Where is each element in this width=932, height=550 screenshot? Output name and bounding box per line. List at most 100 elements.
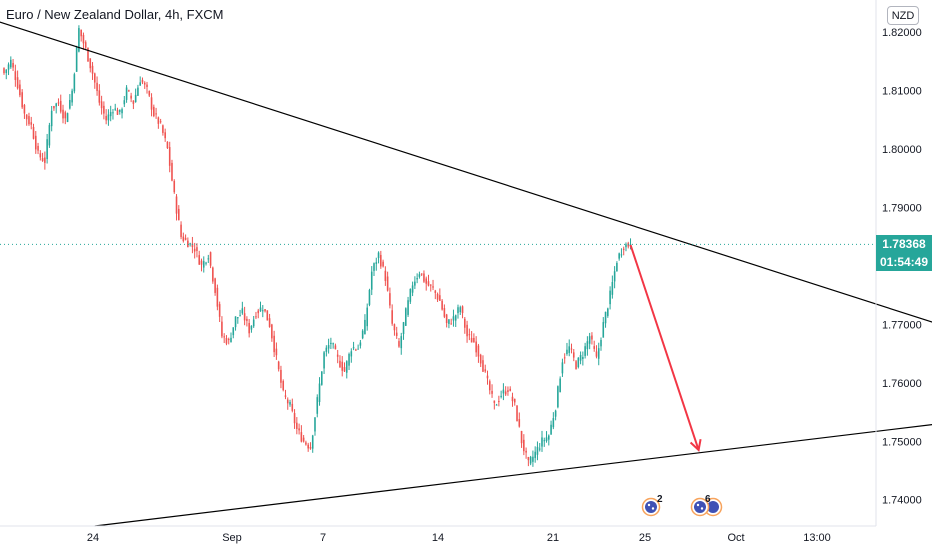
- time-tick-label: 7: [320, 532, 326, 544]
- candle-body: [486, 375, 489, 379]
- candle-body: [616, 262, 618, 272]
- candle-body: [513, 398, 516, 403]
- candle-body: [3, 68, 5, 74]
- candle-body: [16, 77, 19, 89]
- candle-body: [561, 362, 564, 374]
- candle-body: [116, 109, 119, 115]
- candle-body: [366, 307, 368, 327]
- candle-body: [137, 87, 139, 96]
- candle-body: [548, 435, 550, 440]
- candle-body: [298, 428, 300, 431]
- economic-event-icon[interactable]: 6: [690, 494, 723, 517]
- candle-body: [386, 276, 389, 291]
- candle-body: [114, 108, 117, 110]
- candle-body: [457, 307, 459, 314]
- candle-body: [407, 300, 409, 315]
- candle-body: [477, 345, 480, 357]
- candle-body: [473, 337, 475, 343]
- candle-body: [613, 271, 616, 282]
- price-tick-label: 1.74000: [882, 495, 922, 507]
- candle-body: [327, 345, 330, 349]
- candle-body: [523, 439, 525, 452]
- candle-body: [316, 397, 319, 414]
- candle-body: [550, 424, 552, 435]
- candle-body: [34, 135, 37, 150]
- candle-body: [525, 450, 527, 453]
- candle-body: [69, 99, 71, 109]
- candle-body: [305, 442, 307, 445]
- candle-body: [75, 46, 78, 72]
- candle-body: [82, 34, 85, 44]
- candle-body: [205, 262, 207, 264]
- candle-body: [266, 310, 269, 321]
- candle-body: [375, 262, 378, 264]
- candle-body: [609, 290, 611, 305]
- candle-body: [393, 324, 396, 331]
- candle-body: [541, 437, 543, 447]
- candle-body: [461, 306, 464, 314]
- candle-body: [218, 304, 221, 317]
- candle-body: [552, 418, 555, 428]
- candle-body: [12, 62, 14, 68]
- candle-body: [39, 153, 42, 158]
- candle-body: [520, 430, 523, 444]
- candle-body: [416, 278, 418, 280]
- candle-body: [14, 71, 17, 80]
- candle-body: [230, 337, 232, 343]
- candle-body: [157, 117, 160, 124]
- candle-body: [470, 337, 473, 343]
- candle-body: [434, 290, 437, 293]
- candle-body: [361, 330, 364, 339]
- candle-body: [504, 391, 507, 395]
- candle-body: [516, 405, 518, 422]
- candle-body: [143, 82, 146, 85]
- candle-body: [511, 396, 514, 402]
- candle-body: [345, 361, 348, 373]
- candle-body: [311, 435, 314, 449]
- candle-body: [604, 311, 607, 324]
- candle-body: [289, 401, 291, 405]
- lower-trendline[interactable]: [94, 423, 932, 527]
- candle-body: [257, 310, 260, 314]
- projection-arrow[interactable]: [629, 244, 700, 451]
- candle-body: [184, 237, 187, 240]
- candle-body: [59, 100, 62, 112]
- candle-body: [53, 105, 55, 109]
- drawings-layer: [0, 18, 932, 527]
- candle-body: [246, 318, 248, 321]
- candle-body: [427, 281, 430, 286]
- candle-body: [237, 317, 239, 319]
- candle-body: [196, 247, 198, 251]
- symbol-title: Euro / New Zealand Dollar, 4h, FXCM: [6, 7, 223, 22]
- candle-body: [373, 263, 375, 271]
- candle-body: [341, 361, 344, 371]
- candle-body: [41, 158, 44, 161]
- candle-body: [168, 147, 171, 166]
- candle-body: [282, 380, 285, 391]
- candle-body: [150, 97, 153, 110]
- economic-event-icon[interactable]: 2: [641, 494, 664, 517]
- candle-body: [64, 112, 67, 119]
- candle-body: [441, 300, 443, 310]
- candle-body: [325, 347, 328, 352]
- currency-badge[interactable]: NZD: [887, 6, 919, 25]
- candle-body: [334, 345, 337, 350]
- candle-body: [48, 125, 51, 146]
- candle-body: [191, 243, 194, 248]
- candle-body: [73, 74, 76, 92]
- candle-body: [225, 338, 228, 344]
- upper-trendline[interactable]: [0, 18, 932, 331]
- candle-body: [527, 457, 530, 461]
- candle-body: [19, 84, 21, 96]
- candle-body: [255, 316, 257, 318]
- candle-body: [582, 357, 584, 359]
- candle-body: [166, 141, 169, 149]
- candle-body: [37, 145, 39, 151]
- candle-body: [177, 208, 180, 221]
- candle-body: [273, 335, 275, 353]
- candle-body: [572, 352, 575, 358]
- candle-body: [611, 282, 614, 295]
